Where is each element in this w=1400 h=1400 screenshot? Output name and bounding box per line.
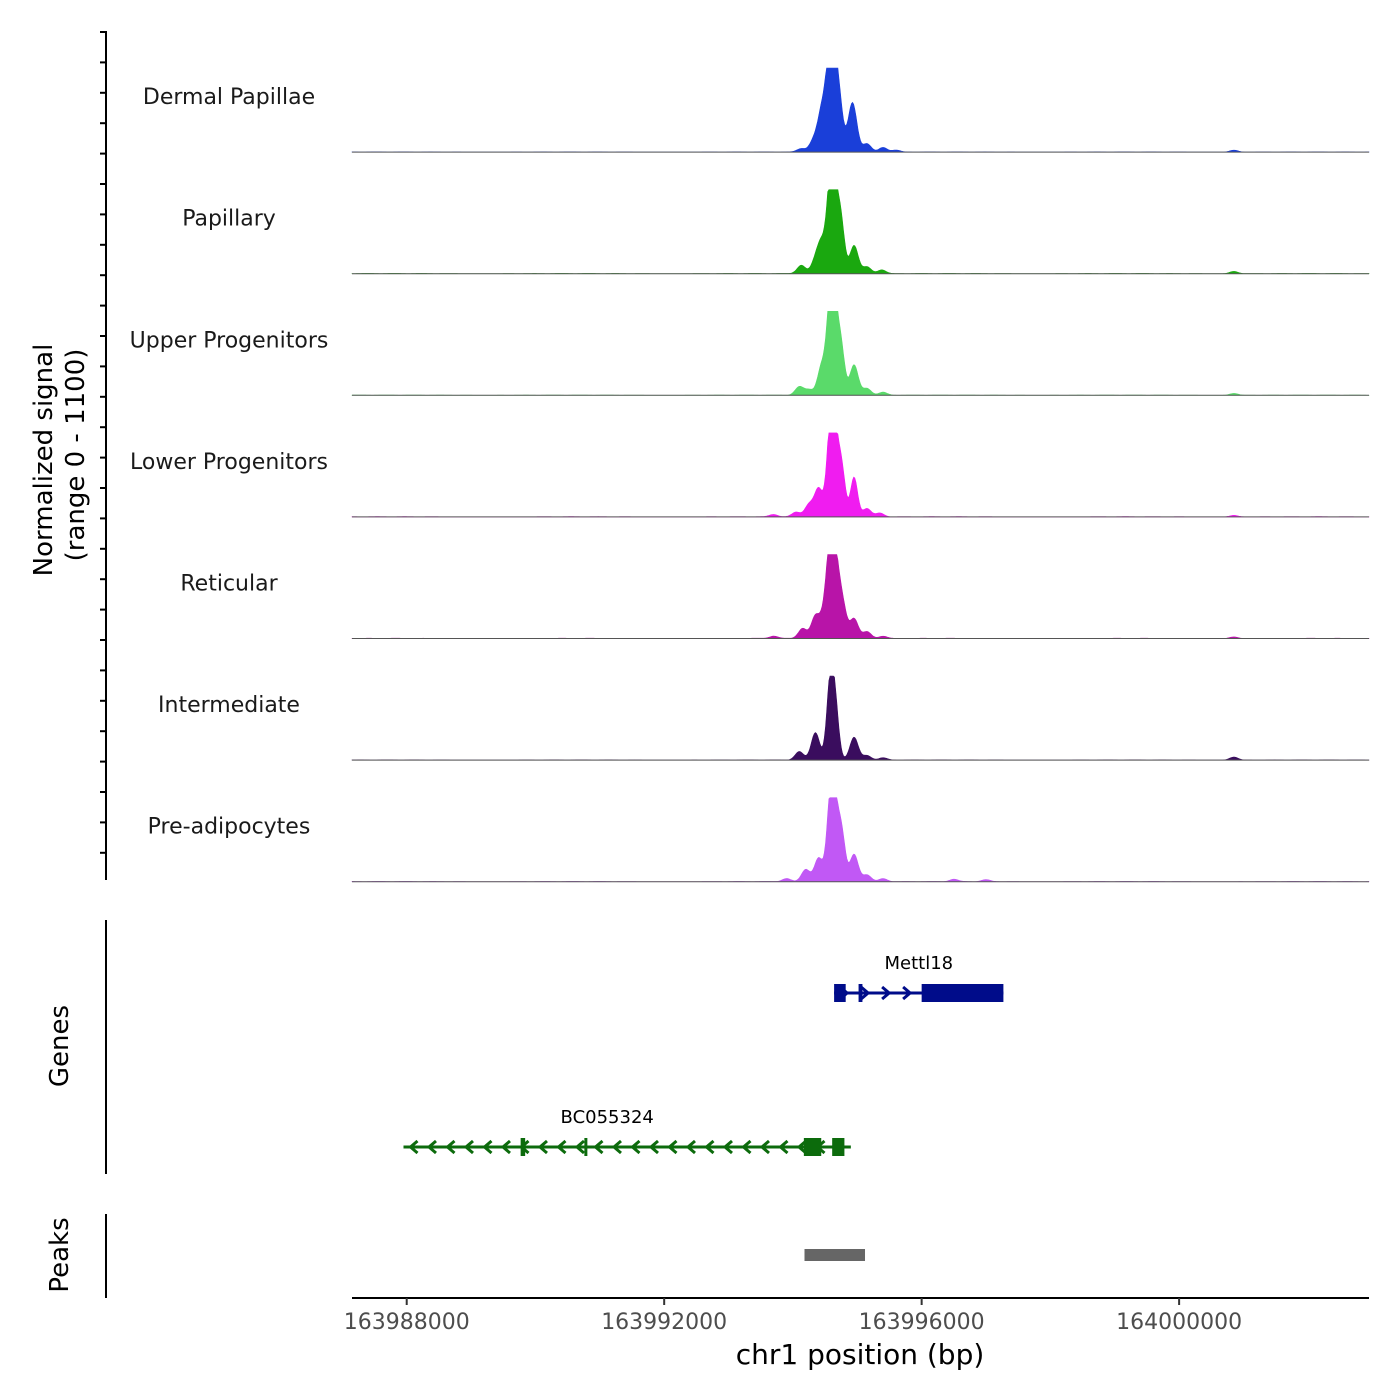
gene-strand-arrow [500,1139,511,1155]
gene-exon [834,984,846,1002]
peaks-panel: Peaks [45,1214,866,1298]
gene-strand-arrow [630,1139,641,1155]
coverage-y-ticks [100,31,106,854]
gene-strand-arrow [408,1139,419,1155]
gene-mettl18: Mettl18 [834,953,1004,1002]
gene-strand-arrow [482,1139,493,1155]
track-upper-progenitors: Upper Progenitors [130,311,1370,396]
track-dermal-papillae: Dermal Papillae [143,67,1370,153]
track-label: Lower Progenitors [130,450,328,475]
gene-exon [803,1138,822,1156]
track-papillary: Papillary [182,189,1370,275]
gene-exon [520,1138,526,1156]
gene-strand-arrow [463,1139,474,1155]
track-label: Papillary [182,207,276,232]
gene-strand-arrow [667,1139,678,1155]
gene-strand-arrow [796,1139,807,1155]
gene-strand-arrow [537,1139,548,1155]
x-tick-label: 163996000 [859,1310,985,1335]
coverage-tracks: Dermal Papillae Papillary Upper Progenitor… [130,67,1370,883]
gene-annotations: Mettl18 BC055324 [403,953,1004,1156]
coverage-y-label-line2: (range 0 - 1100) [61,349,91,562]
track-lower-progenitors: Lower Progenitors [130,432,1370,518]
x-axis-title: chr1 position (bp) [736,1338,985,1371]
coverage-y-label-line1: Normalized signal [29,344,59,577]
gene-strand-arrow [881,985,892,1001]
gene-strand-arrow [778,1139,789,1155]
peak-regions [804,1249,866,1261]
track-pre-adipocytes: Pre-adipocytes [148,797,1370,883]
track-intermediate: Intermediate [158,675,1370,761]
gene-strand-arrow [445,1139,456,1155]
x-tick-label: 163992000 [601,1310,727,1335]
track-reticular: Reticular [180,554,1370,639]
gene-strand-arrow [902,985,913,1001]
gene-exon [858,984,863,1002]
gene-exon [584,1138,588,1156]
track-label: Upper Progenitors [130,328,329,353]
track-label: Intermediate [158,693,300,718]
genes-y-label: Genes [45,1005,75,1087]
x-axis: 163988000 163992000 163996000 164000000 chr… [344,1297,1369,1371]
gene-strand-arrow [685,1139,696,1155]
gene-strand-arrow [593,1139,604,1155]
gene-label: Mettl18 [884,953,953,974]
gene-label: BC055324 [561,1107,654,1128]
x-tick-label: 163988000 [344,1310,470,1335]
gene-strand-arrow [556,1139,567,1155]
gene-exon [832,1138,845,1156]
gene-strand-arrow [860,985,871,1001]
coverage-panel: Normalized signal (range 0 - 1100) Derma… [29,31,1370,883]
gene-strand-arrow [741,1139,752,1155]
gene-exon [921,984,1004,1002]
gene-bc055324: BC055324 [403,1107,851,1156]
peak-region [804,1249,866,1261]
gene-strand-arrow [704,1139,715,1155]
x-tick-label: 164000000 [1116,1310,1242,1335]
genes-panel: Genes Mettl18 BC055324 [45,920,1004,1174]
track-label: Reticular [180,572,278,597]
gene-strand-arrow [648,1139,659,1155]
x-axis-ticks: 163988000 163992000 163996000 164000000 [344,1298,1242,1335]
peaks-y-label: Peaks [45,1217,75,1292]
gene-strand-arrow [611,1139,622,1155]
gene-strand-arrow [722,1139,733,1155]
gene-strand-arrow [759,1139,770,1155]
gene-strand-arrow [574,1139,585,1155]
track-label: Pre-adipocytes [148,815,311,840]
track-label: Dermal Papillae [143,85,315,110]
gene-strand-arrow [426,1139,437,1155]
